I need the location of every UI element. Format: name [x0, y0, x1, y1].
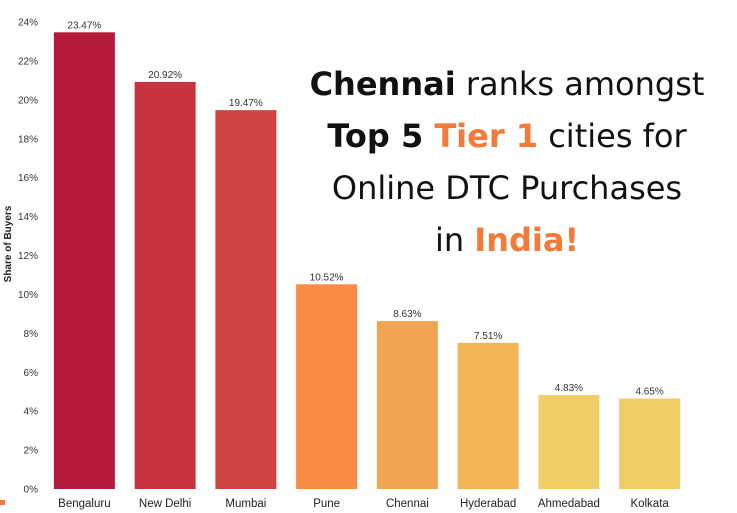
y-tick-label: 22%: [18, 56, 38, 67]
data-label: 19.47%: [229, 98, 263, 109]
x-tick-label: Ahmedabad: [538, 498, 600, 510]
y-tick-label: 4%: [24, 407, 39, 418]
y-tick-label: 2%: [24, 446, 39, 457]
bar-mumbai: [215, 110, 277, 490]
corner-mark: [0, 500, 5, 505]
headline-city: Chennai: [309, 65, 456, 103]
headline-line-4-start: in: [434, 221, 475, 259]
y-tick-label: 0%: [24, 485, 39, 496]
data-label: 4.65%: [635, 387, 663, 398]
data-labels: 23.47% 20.92% 19.47% 10.52% 8.63% 7.51% 4.83% 4…: [67, 20, 663, 397]
y-tick-label: 16%: [18, 173, 38, 184]
data-label: 4.83%: [555, 383, 583, 394]
y-tick-label: 14%: [18, 212, 38, 223]
y-tick-label: 12%: [18, 251, 38, 262]
x-tick-label: Pune: [313, 498, 340, 510]
data-label: 20.92%: [148, 70, 182, 81]
y-axis: 0% 2% 4% 6% 8% 10% 12% 14% 16% 18% 20% 22% 24%: [18, 18, 38, 496]
headline-top5: Top 5: [327, 117, 435, 155]
y-axis-title: Share of Buyers: [3, 205, 14, 282]
headline-line-2: Top 5 Tier 1 cities for: [292, 110, 722, 162]
y-tick-label: 18%: [18, 134, 38, 145]
y-tick-label: 24%: [18, 18, 38, 29]
y-tick-label: 10%: [18, 290, 38, 301]
data-label: 8.63%: [393, 309, 421, 320]
data-label: 10.52%: [310, 272, 344, 283]
y-tick-label: 8%: [24, 329, 39, 340]
x-tick-label: Chennai: [386, 498, 429, 510]
x-tick-label: Mumbai: [225, 498, 266, 510]
x-tick-label: Kolkata: [630, 498, 669, 510]
bar-kolkata: [619, 398, 681, 489]
headline-tier: Tier 1: [434, 117, 539, 155]
bar-chennai: [376, 321, 438, 489]
headline-country: India!: [474, 221, 580, 259]
bar-pune: [296, 284, 358, 489]
bar-bengaluru: [53, 32, 115, 489]
bars: [53, 32, 681, 490]
headline-line-4: in India!: [292, 214, 722, 266]
headline-line-2-rest: cities for: [538, 117, 687, 155]
bar-hyderabad: [457, 342, 519, 489]
headline-line-1-rest: ranks amongst: [455, 65, 705, 103]
x-axis: Bengaluru New Delhi Mumbai Pune Chennai Hyder…: [58, 498, 669, 510]
headline: Chennai ranks amongst Top 5 Tier 1 citie…: [292, 58, 722, 266]
x-tick-label: Hyderabad: [460, 498, 516, 510]
y-tick-label: 20%: [18, 95, 38, 106]
y-tick-label: 6%: [24, 368, 39, 379]
bar-ahmedabad: [538, 395, 600, 489]
bar-new-delhi: [134, 81, 196, 489]
x-tick-label: Bengaluru: [58, 498, 110, 510]
headline-line-3: Online DTC Purchases: [331, 169, 683, 207]
data-label: 7.51%: [474, 331, 502, 342]
headline-line-1: Chennai ranks amongst: [292, 58, 722, 110]
x-tick-label: New Delhi: [139, 498, 191, 510]
data-label: 23.47%: [67, 20, 101, 31]
